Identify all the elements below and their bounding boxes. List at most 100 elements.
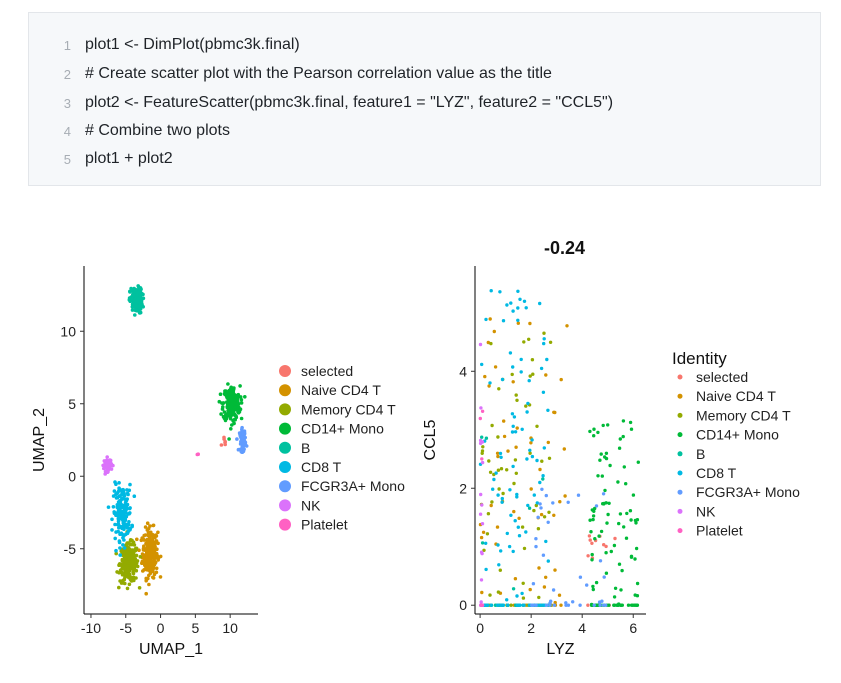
legend-label: Naive CD4 T [301, 382, 381, 398]
feature-point [538, 603, 542, 607]
feature-point [513, 458, 518, 462]
y-tick-label: 2 [459, 480, 467, 496]
feature-point [603, 455, 607, 459]
feature-point [592, 434, 596, 438]
feature-point [625, 511, 629, 516]
feature-point [599, 452, 603, 456]
umap-point [151, 543, 155, 547]
umap-point [118, 532, 122, 536]
umap-point [152, 553, 156, 557]
umap-point [235, 437, 239, 441]
feature-point [544, 575, 548, 579]
feature-point [529, 487, 533, 491]
umap-point [238, 407, 243, 412]
umap-point [128, 506, 132, 510]
umap-point [135, 537, 139, 542]
umap-point [131, 571, 136, 576]
feature-point [602, 543, 606, 547]
umap-point [110, 528, 114, 532]
feature-point [516, 525, 520, 529]
feature-point [598, 603, 602, 607]
feature-point [524, 404, 528, 408]
feature-point [486, 340, 490, 345]
umap-point [124, 565, 129, 569]
legend-swatch [279, 384, 291, 397]
code-text: plot1 <- DimPlot(pbmc3k.final) [85, 36, 300, 53]
umap-point [158, 554, 163, 559]
umap-point [139, 299, 144, 303]
feature-point [634, 521, 638, 525]
feature-point [578, 575, 583, 579]
legend-swatch [677, 508, 683, 514]
feature-point [524, 306, 528, 310]
feature-point [534, 503, 538, 508]
umap-point [124, 522, 129, 527]
umap-point [155, 541, 159, 545]
umap-point [227, 437, 231, 441]
feature-point [486, 512, 491, 516]
feature-point [588, 518, 592, 522]
feature-point [576, 493, 581, 497]
feature-point [538, 467, 542, 472]
feature-point [541, 474, 545, 478]
umap-point [111, 505, 116, 509]
feature-point [541, 603, 546, 607]
umap-point [130, 561, 135, 566]
legend-label: Memory CD4 T [301, 401, 396, 417]
y-axis-label: UMAP_2 [31, 408, 48, 472]
feature-point [496, 590, 501, 594]
feature-point [510, 412, 515, 416]
feature-point [515, 594, 519, 598]
umap-point [225, 412, 229, 416]
code-line-5: 5 plot1 + plot2 [29, 145, 173, 173]
feature-point [626, 603, 631, 607]
feature-point [612, 603, 616, 607]
feature-point [619, 588, 623, 592]
feature-point [616, 480, 620, 484]
feature-point [514, 393, 518, 397]
feature-point [622, 465, 626, 469]
umap-point [145, 551, 149, 555]
umap-point [134, 576, 138, 580]
feature-point [629, 603, 634, 607]
feature-point [478, 416, 482, 421]
feature-point [515, 495, 519, 499]
legend-label: selected [301, 363, 353, 379]
line-number: 4 [63, 123, 71, 139]
feature-point [512, 509, 516, 514]
feature-point [528, 451, 532, 455]
code-line-1: 1 plot1 <- DimPlot(pbmc3k.final) [29, 31, 300, 59]
umap-point [120, 492, 124, 497]
umap-point [153, 533, 158, 537]
feature-point [511, 424, 515, 428]
umap-point [122, 538, 126, 542]
feature-point [534, 544, 538, 549]
feature-point [636, 460, 640, 464]
umap-point [126, 573, 131, 577]
umap-point [154, 566, 159, 571]
umap-point [229, 385, 233, 390]
umap-point [239, 450, 244, 454]
feature-point [526, 401, 530, 406]
umap-point [113, 522, 117, 527]
umap-point [133, 313, 137, 317]
umap-point [217, 399, 222, 404]
feature-point [478, 438, 483, 443]
umap-point [131, 289, 136, 293]
feature-point [499, 455, 503, 459]
feature-point [544, 603, 549, 607]
feature-point [597, 534, 601, 538]
feature-point [515, 492, 519, 497]
feature-point [607, 603, 611, 607]
feature-point [621, 419, 626, 423]
feature-point [495, 525, 500, 529]
feature-point [618, 512, 623, 516]
legend-label: NK [301, 497, 321, 513]
legend-label: B [696, 446, 705, 462]
feature-point [509, 301, 513, 305]
umap-point [129, 567, 133, 571]
feature-point [479, 550, 484, 554]
feature-point [526, 503, 530, 508]
code-block: 1 plot1 <- DimPlot(pbmc3k.final) 2 # Cre… [28, 12, 821, 186]
feature-point [617, 446, 622, 450]
